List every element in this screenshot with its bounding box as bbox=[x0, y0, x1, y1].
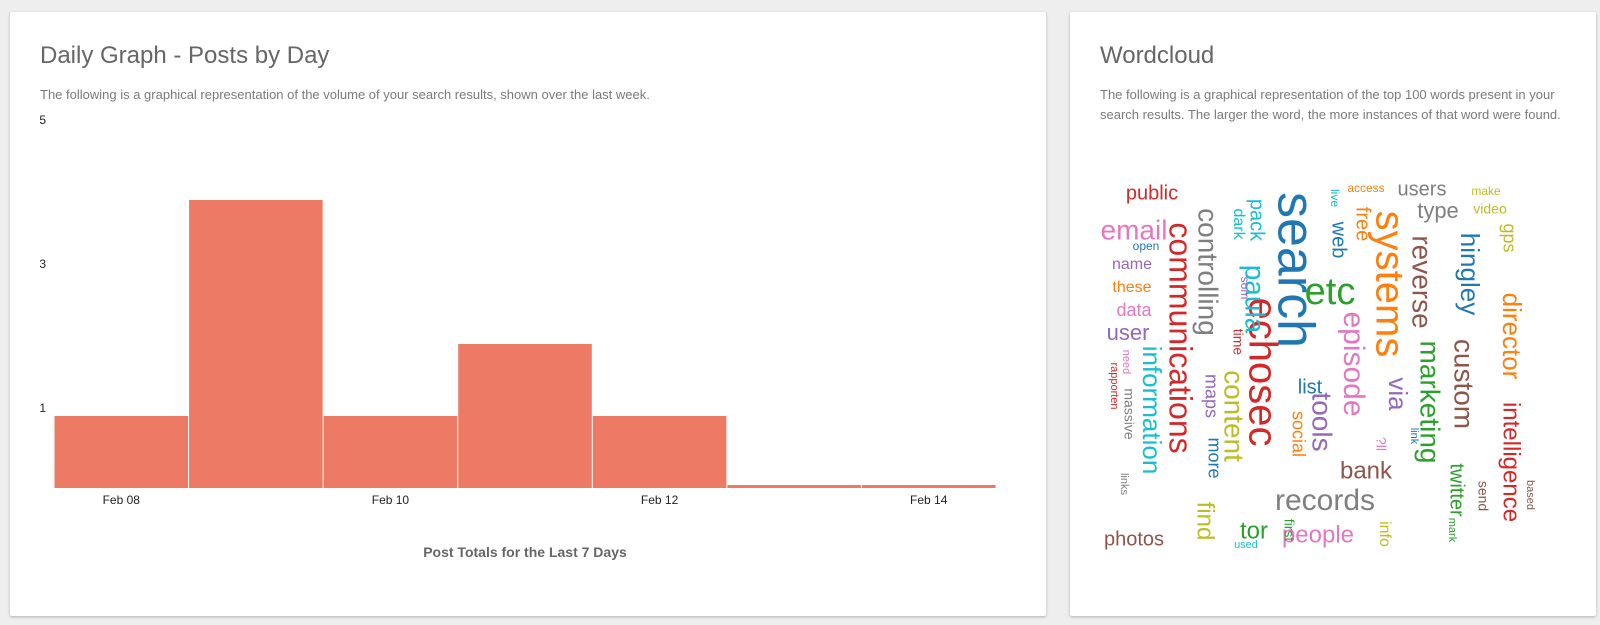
wordcloud-word-ll[interactable]: ?ll bbox=[1373, 437, 1389, 451]
wordcloud-word-link[interactable]: link bbox=[1408, 428, 1420, 445]
wordcloud-word-mark[interactable]: mark bbox=[1446, 518, 1458, 543]
wordcloud-word-access[interactable]: access bbox=[1347, 181, 1384, 195]
daily-graph-card: Daily Graph - Posts by Day The following… bbox=[10, 12, 1046, 616]
wordcloud-word-send[interactable]: send bbox=[1475, 481, 1491, 511]
wordcloud-word-search[interactable]: search bbox=[1266, 192, 1324, 348]
wordcloud-word-director[interactable]: director bbox=[1497, 293, 1527, 380]
wordcloud-word-tools[interactable]: tools bbox=[1307, 392, 1338, 451]
y-axis: 1 3 5 bbox=[39, 113, 46, 415]
bar-feb-09[interactable] bbox=[189, 200, 323, 488]
wordcloud-word-som[interactable]: som bbox=[1238, 277, 1252, 300]
wordcloud-word-content[interactable]: content bbox=[1219, 370, 1250, 462]
wordcloud-word-user[interactable]: user bbox=[1107, 320, 1150, 345]
wordcloud-word-dark[interactable]: dark bbox=[1230, 208, 1247, 240]
posts-by-day-chart: 1 3 5 Feb 08 Feb 10 Feb 12 Feb 14 Post Totals f… bbox=[39, 113, 996, 560]
wordcloud-card-title: Wordcloud bbox=[1100, 42, 1215, 69]
wordcloud-word-make[interactable]: make bbox=[1471, 184, 1501, 198]
wordcloud-word-bank[interactable]: bank bbox=[1340, 457, 1393, 484]
wordcloud-word-reverse[interactable]: reverse bbox=[1407, 235, 1438, 328]
wordcloud: search systems echosec etc communications rec… bbox=[1101, 178, 1537, 551]
wordcloud-word-open[interactable]: open bbox=[1133, 239, 1160, 253]
wordcloud-word-social[interactable]: social bbox=[1288, 411, 1308, 457]
x-axis: Feb 08 Feb 10 Feb 12 Feb 14 bbox=[103, 493, 948, 507]
bar-feb-08[interactable] bbox=[54, 416, 189, 488]
x-axis-title: Post Totals for the Last 7 Days bbox=[423, 544, 627, 560]
wordcloud-word-people[interactable]: people bbox=[1282, 521, 1354, 548]
wordcloud-word-users[interactable]: users bbox=[1398, 178, 1447, 200]
wordcloud-word-custom[interactable]: custom bbox=[1449, 339, 1480, 429]
wordcloud-word-controlling[interactable]: controlling bbox=[1193, 208, 1224, 336]
wordcloud-card: Wordcloud The following is a graphical r… bbox=[1070, 12, 1596, 616]
wordcloud-word-find[interactable]: find bbox=[1192, 502, 1219, 541]
wordcloud-word-marketing[interactable]: marketing bbox=[1415, 341, 1446, 464]
wordcloud-word-tor[interactable]: tor bbox=[1240, 517, 1268, 544]
wordcloud-word-based[interactable]: based bbox=[1524, 480, 1536, 510]
wordcloud-word-first[interactable]: first bbox=[1281, 519, 1297, 542]
graph-card-description: The following is a graphical representat… bbox=[40, 87, 650, 102]
wordcloud-word-maps[interactable]: maps bbox=[1201, 374, 1221, 418]
wordcloud-word-video[interactable]: video bbox=[1473, 201, 1507, 217]
bars bbox=[54, 200, 996, 488]
wordcloud-word-hingley[interactable]: hingley bbox=[1455, 233, 1485, 315]
wordcloud-word-rapporten[interactable]: rapporten bbox=[1108, 362, 1120, 409]
wordcloud-word-free[interactable]: free bbox=[1352, 207, 1374, 241]
x-tick-label: Feb 08 bbox=[103, 493, 141, 507]
x-tick-label: Feb 14 bbox=[910, 493, 948, 507]
wordcloud-word-used[interactable]: used bbox=[1234, 539, 1258, 551]
wordcloud-word-links[interactable]: links bbox=[1118, 473, 1130, 496]
wordcloud-word-email[interactable]: email bbox=[1101, 214, 1168, 245]
wordcloud-word-live[interactable]: live bbox=[1328, 189, 1342, 207]
wordcloud-word-episode[interactable]: episode bbox=[1337, 311, 1370, 416]
wordcloud-word-time[interactable]: time bbox=[1230, 329, 1246, 356]
wordcloud-word-need[interactable]: need bbox=[1120, 350, 1132, 374]
wordcloud-words: search systems echosec etc communications rec… bbox=[1101, 178, 1537, 551]
wordcloud-word-via[interactable]: via bbox=[1383, 377, 1413, 411]
wordcloud-word-records[interactable]: records bbox=[1275, 484, 1375, 517]
bar-feb-13[interactable] bbox=[727, 485, 861, 488]
bar-feb-11[interactable] bbox=[458, 344, 592, 488]
wordcloud-word-public[interactable]: public bbox=[1126, 182, 1178, 204]
wordcloud-word-info[interactable]: info bbox=[1376, 521, 1393, 547]
wordcloud-word-intelligence[interactable]: intelligence bbox=[1498, 402, 1525, 522]
wordcloud-word-twitter[interactable]: twitter bbox=[1446, 463, 1468, 517]
bar-feb-10[interactable] bbox=[323, 416, 458, 488]
wordcloud-word-echosec[interactable]: echosec bbox=[1240, 298, 1284, 447]
wordcloud-word-gps[interactable]: gps bbox=[1499, 223, 1519, 252]
wordcloud-word-massive[interactable]: massive bbox=[1121, 388, 1137, 440]
graph-card-title: Daily Graph - Posts by Day bbox=[40, 42, 330, 69]
y-tick-label: 1 bbox=[39, 401, 46, 415]
y-tick-label: 5 bbox=[39, 113, 46, 127]
wordcloud-word-paula[interactable]: paula bbox=[1240, 265, 1271, 334]
wordcloud-word-more[interactable]: more bbox=[1204, 437, 1224, 478]
y-tick-label: 3 bbox=[39, 257, 46, 271]
wordcloud-card-description: The following is a graphical representat… bbox=[1100, 87, 1561, 122]
wordcloud-word-etc[interactable]: etc bbox=[1305, 271, 1356, 313]
wordcloud-word-name[interactable]: name bbox=[1112, 256, 1152, 273]
wordcloud-word-pack[interactable]: pack bbox=[1246, 199, 1268, 242]
wordcloud-word-systems[interactable]: systems bbox=[1367, 211, 1411, 358]
bar-feb-14[interactable] bbox=[861, 485, 996, 488]
wordcloud-word-these[interactable]: these bbox=[1112, 279, 1151, 296]
wordcloud-word-data[interactable]: data bbox=[1116, 300, 1152, 320]
bar-feb-12[interactable] bbox=[592, 416, 727, 488]
wordcloud-word-communications[interactable]: communications bbox=[1163, 222, 1199, 453]
x-tick-label: Feb 10 bbox=[372, 493, 410, 507]
wordcloud-word-web[interactable]: web bbox=[1328, 221, 1350, 259]
wordcloud-word-information[interactable]: information bbox=[1137, 346, 1167, 475]
x-tick-label: Feb 12 bbox=[641, 493, 679, 507]
wordcloud-word-list[interactable]: list bbox=[1298, 376, 1323, 398]
wordcloud-word-photos[interactable]: photos bbox=[1104, 528, 1164, 550]
wordcloud-word-type[interactable]: type bbox=[1417, 198, 1459, 223]
